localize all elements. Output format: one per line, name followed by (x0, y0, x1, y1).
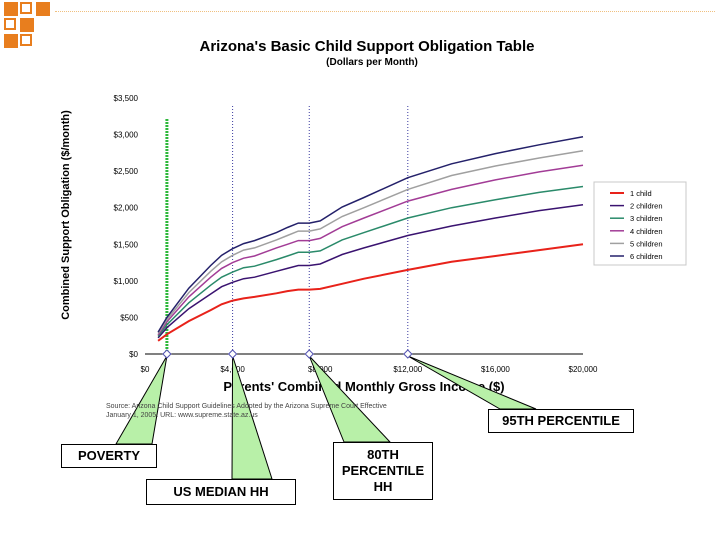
callout-80th-line2: PERCENTILE (341, 463, 425, 478)
legend-entry: 3 children (630, 214, 663, 223)
y-tick-label: $0 (129, 350, 138, 359)
legend-entry: 2 children (630, 202, 663, 211)
callout-us-median: US MEDIAN HH (146, 479, 296, 505)
legend-entry: 1 child (630, 189, 652, 198)
callout-median-label: US MEDIAN HH (173, 484, 269, 499)
callout-95th-percentile: 95TH PERCENTILE (488, 409, 634, 433)
chart-title: Arizona's Basic Child Support Obligation… (200, 38, 535, 55)
callout-95th-label: 95TH PERCENTILE (502, 413, 620, 428)
decoration-square (20, 34, 32, 46)
y-tick-label: $500 (120, 313, 138, 322)
series-line-1 (157, 243, 584, 342)
series-line-2 (157, 204, 584, 339)
y-tick-label: $2,000 (114, 204, 139, 213)
top-rule (55, 11, 715, 12)
series-line-6 (157, 136, 584, 333)
marker-diamond (304, 349, 314, 359)
callout-pointer-80th (308, 355, 392, 443)
x-axis-label: Parents' Combined Monthly Gross Income (… (223, 379, 504, 394)
callout-poverty-label: POVERTY (77, 448, 141, 463)
y-tick-label: $2,500 (114, 167, 139, 176)
decoration-square (36, 2, 50, 16)
marker-diamond (227, 349, 238, 359)
x-tick-label: $12,000 (393, 365, 422, 374)
decoration-square (4, 34, 18, 48)
callout-80th-line3: HH (373, 479, 393, 494)
callout-80th-line1: 80TH (367, 447, 399, 462)
x-tick-label: $20,000 (569, 365, 598, 374)
source-note-line1: Source: Arizona Child Support Guidelines… (106, 403, 387, 410)
chart-subtitle: (Dollars per Month) (326, 57, 418, 68)
callout-80th-percentile: 80TH PERCENTILE HH (333, 442, 433, 500)
marker-diamond (403, 349, 413, 359)
marker-diamond (162, 349, 172, 359)
decoration-square (20, 18, 34, 32)
series-line-4 (157, 164, 584, 336)
y-axis-label: Combined Support Obligation ($/month) (60, 110, 72, 320)
y-tick-label: $3,500 (114, 94, 139, 103)
decoration-square (4, 2, 18, 16)
legend-entry: 6 children (630, 252, 663, 261)
y-tick-label: $1,000 (114, 277, 139, 286)
series-line-5 (157, 149, 584, 334)
legend-box (593, 181, 687, 266)
decoration-square (4, 18, 16, 30)
y-tick-label: $1,500 (114, 240, 139, 249)
series-line-3 (157, 185, 584, 337)
source-note-line2: January 1, 2005. URL: www.supreme.state.… (106, 412, 258, 419)
y-tick-label: $3,000 (114, 131, 139, 140)
x-tick-label: $16,000 (481, 365, 510, 374)
decoration-square (20, 2, 32, 14)
callout-poverty: POVERTY (61, 444, 157, 468)
x-tick-label: $0 (141, 365, 150, 374)
legend-entry: 4 children (630, 227, 663, 236)
legend-entry: 5 children (630, 239, 663, 248)
